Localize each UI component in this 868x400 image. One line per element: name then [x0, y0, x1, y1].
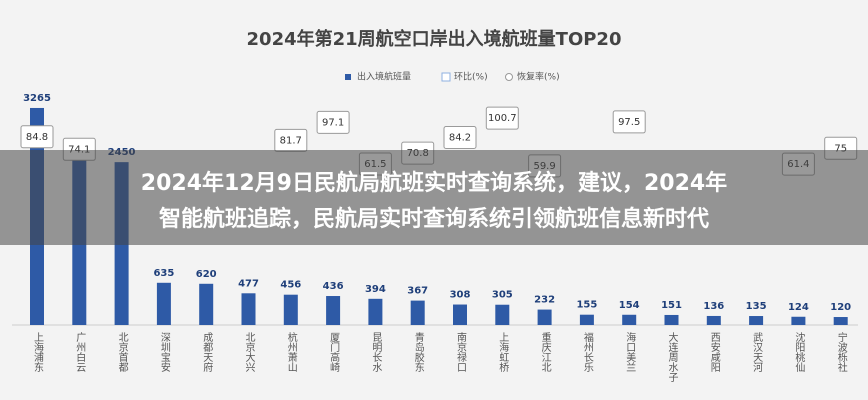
recovery-marker [316, 110, 350, 134]
bar [749, 316, 764, 325]
x-tick-label: 武汉天河 [751, 331, 763, 372]
x-tick-label: 宁波栎社 [835, 331, 847, 373]
bar-label: 154 [619, 300, 640, 311]
x-tick-label: 西安咸阳 [708, 332, 720, 372]
x-tick-label: 北京大兴 [243, 332, 255, 373]
x-tick-label: 沈阳桃仙 [793, 331, 805, 372]
bar [241, 293, 256, 325]
bar-label: 136 [703, 301, 724, 312]
legend-label: 环比(%) [454, 71, 488, 83]
recovery-label: 97.1 [322, 117, 344, 128]
bar-label: 232 [534, 295, 555, 306]
bar-label: 394 [365, 284, 386, 295]
bar-label: 305 [492, 290, 513, 301]
bar-label: 120 [830, 302, 851, 313]
bar-label: 620 [196, 269, 217, 280]
recovery-label: 81.7 [280, 135, 302, 146]
bar-label: 308 [450, 290, 471, 301]
bar [453, 304, 467, 325]
bar-label: 3265 [23, 93, 51, 104]
recovery-marker [443, 125, 477, 149]
bar-label: 124 [788, 302, 809, 313]
bar [283, 294, 298, 325]
recovery-marker [485, 106, 519, 130]
bar [791, 316, 806, 325]
bar [706, 315, 721, 325]
x-tick-label: 厦门高崎 [328, 332, 340, 372]
bar-label: 367 [407, 286, 428, 297]
x-tick-label: 大连周水子 [666, 331, 678, 382]
recovery-label: 84.8 [26, 132, 48, 143]
x-tick-label: 青岛胶东 [412, 331, 424, 372]
legend: 出入境航班量 环比(%) 恢复率(%) [345, 71, 560, 83]
bar-label: 477 [238, 278, 259, 289]
bar-label: 151 [661, 300, 682, 311]
legend-label: 恢复率(%) [517, 71, 560, 83]
recovery-label: 84.2 [449, 132, 471, 143]
banner [0, 150, 868, 245]
x-tick-label: 深圳宝安 [158, 332, 170, 373]
legend-icon [441, 72, 451, 82]
bar [495, 304, 510, 325]
legend-label: 出入境航班量 [357, 71, 411, 83]
x-tick-label: 昆明长水 [370, 332, 382, 372]
recovery-marker [20, 125, 54, 149]
bar [199, 283, 214, 325]
bar [833, 317, 848, 325]
legend-icon [345, 74, 351, 80]
x-tick-label: 海口美兰 [624, 331, 636, 372]
x-tick-label: 上海浦东 [32, 332, 44, 372]
bar [410, 300, 425, 325]
x-tick-label: 杭州萧山 [285, 331, 297, 372]
recovery-label: 97.5 [618, 117, 640, 128]
bar [156, 282, 171, 325]
x-tick-label: 南京禄口 [455, 331, 467, 372]
banner-line: 2024年12月9日民航局航班实时查询系统，建议，2024年 [141, 170, 727, 196]
recovery-label: 74.1 [68, 144, 90, 155]
bar [622, 314, 637, 325]
bar-label: 436 [323, 281, 344, 292]
legend-icon [505, 73, 513, 81]
chart-title: 2024年第21周航空口岸出入境航班量TOP20 [247, 28, 622, 50]
bar [537, 309, 552, 325]
bar [664, 314, 679, 325]
x-tick-label: 上海虹桥 [497, 332, 509, 373]
x-tick-label: 北京首都 [116, 332, 128, 373]
bar [326, 296, 341, 325]
bar-label: 635 [153, 268, 174, 279]
bar-label: 135 [746, 301, 767, 312]
recovery-label: 100.7 [488, 113, 517, 124]
x-tick-label: 福州长乐 [581, 331, 593, 372]
bar-label: 155 [576, 300, 597, 311]
bar [579, 314, 594, 325]
x-tick-label: 广州白云 [74, 332, 86, 373]
x-tick-label: 成都天府 [201, 332, 213, 373]
recovery-marker [612, 110, 646, 134]
bar-label: 456 [280, 280, 301, 291]
bar [368, 298, 383, 325]
recovery-label: 75 [834, 143, 847, 154]
banner-line: 智能航班追踪，民航局实时查询系统引领航班信息新时代 [159, 206, 709, 232]
x-tick-label: 重庆江北 [539, 331, 551, 372]
